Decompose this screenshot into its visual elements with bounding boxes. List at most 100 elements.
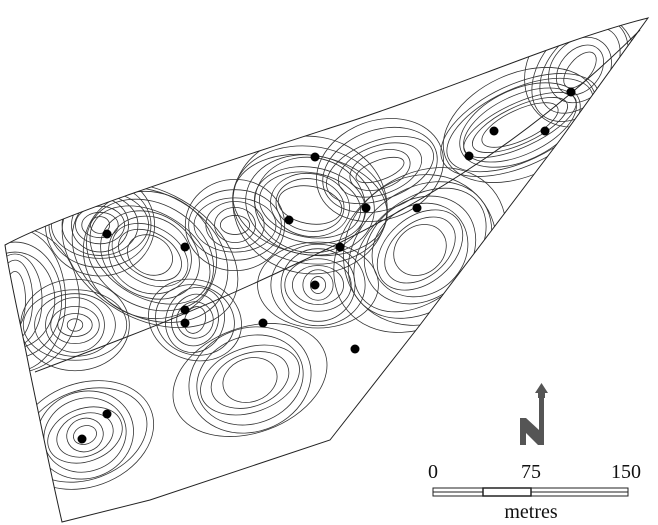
contour-line: [270, 172, 350, 238]
contour-line: [36, 390, 134, 480]
contour-line: [316, 118, 444, 222]
contour-line: [22, 387, 148, 483]
contour-line: [205, 201, 265, 249]
contour-line: [118, 228, 182, 282]
contour-line: [47, 406, 123, 464]
contour-line: [463, 87, 577, 163]
contour-line: [111, 222, 189, 288]
contour-line: [326, 136, 434, 204]
sample-point: [489, 126, 499, 136]
sample-point: [258, 318, 268, 328]
contour-line: [524, 18, 636, 128]
sample-point: [77, 434, 87, 444]
contour-line: [232, 135, 388, 275]
north-letter: [520, 398, 544, 445]
sample-point: [464, 151, 474, 161]
sample-point: [180, 242, 190, 252]
contour-line: [155, 284, 235, 356]
contour-line: [219, 215, 251, 235]
sample-point: [310, 152, 320, 162]
contour-line: [257, 241, 379, 329]
contour-line: [371, 202, 469, 298]
north-arrow-head: [535, 383, 548, 398]
contour-line: [258, 171, 362, 239]
north-arrow: [520, 383, 548, 445]
scale-label: 75: [521, 461, 541, 483]
contour-line: [171, 293, 219, 347]
contour-line: [57, 313, 93, 337]
contour-line: [73, 425, 97, 445]
contour-line: [277, 185, 343, 225]
contour-line: [302, 269, 334, 301]
sample-point: [540, 126, 550, 136]
contour-line: [56, 412, 114, 458]
sample-point: [412, 203, 422, 213]
contour-line: [75, 205, 125, 245]
contour-lines: [5, 18, 636, 490]
sample-point: [284, 215, 294, 225]
contour-line: [71, 187, 229, 323]
contour-line: [472, 97, 568, 153]
sample-point: [350, 344, 360, 354]
contour-line: [393, 224, 447, 276]
sample-point: [335, 242, 345, 252]
contour-line: [176, 301, 214, 339]
contour-line: [214, 206, 256, 244]
contour-line: [284, 258, 352, 312]
sample-point: [180, 305, 190, 315]
contour-line: [66, 417, 104, 453]
sample-points: [77, 87, 576, 444]
contour-line: [222, 357, 278, 403]
contour-line: [463, 91, 577, 159]
sample-point: [310, 280, 320, 290]
contour-line: [34, 293, 116, 357]
contour-line: [51, 191, 149, 259]
contour-line: [165, 287, 225, 353]
contour-line: [481, 102, 559, 148]
contour-line: [81, 211, 119, 239]
contour-line: [200, 344, 300, 416]
contour-line: [376, 209, 464, 291]
contour-line: [270, 243, 366, 327]
scale-unit: metres: [504, 501, 558, 523]
contour-line: [48, 182, 152, 268]
contour-line: [563, 51, 597, 89]
contour-line: [292, 265, 344, 305]
sample-point: [102, 229, 112, 239]
contour-line: [322, 126, 438, 214]
contour-line: [5, 241, 63, 359]
contour-line: [196, 334, 304, 426]
site-boundary: [4, 17, 650, 523]
contour-line: [556, 44, 604, 96]
contour-line: [184, 178, 286, 272]
contour-line: [100, 210, 200, 300]
scale-bar: 0 75 150 metres: [428, 461, 641, 523]
sample-point: [361, 203, 371, 213]
contour-line: [384, 216, 456, 284]
contour-line: [355, 156, 405, 184]
contour-line: [22, 289, 128, 361]
contour-line: [210, 351, 290, 409]
scale-label: 150: [611, 461, 641, 483]
contour-line: [442, 67, 598, 183]
contour-line: [193, 197, 277, 253]
contour-line: [50, 306, 100, 344]
north-arrow-shaft: [539, 393, 544, 399]
contour-line: [172, 323, 328, 437]
contour-line: [82, 190, 218, 320]
contour-line: [337, 142, 423, 198]
contour-line: [86, 198, 214, 312]
contour-line: [15, 380, 155, 490]
contour-line: [253, 166, 367, 244]
contour-line: [310, 276, 326, 294]
contour-line: [66, 318, 84, 332]
sample-point: [180, 318, 190, 328]
transect-line: [34, 29, 641, 373]
scale-bar-segment: [482, 487, 532, 497]
sample-point: [102, 409, 112, 419]
sample-point: [566, 87, 576, 97]
contour-line: [531, 18, 629, 122]
contour-line: [446, 77, 594, 173]
